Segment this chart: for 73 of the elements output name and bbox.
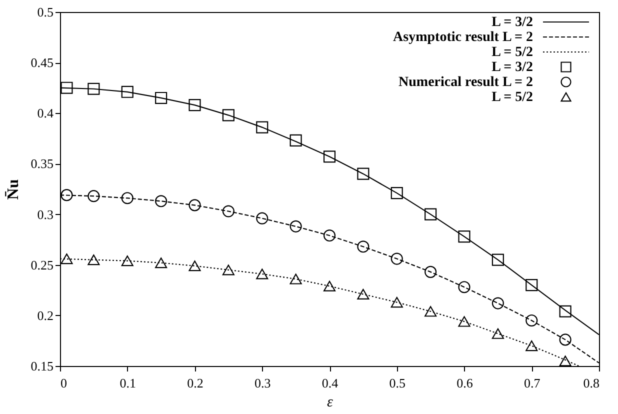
legend-label: L = 5/2 (492, 90, 533, 105)
legend-label: L = 3/2 (492, 60, 533, 75)
point (222, 205, 234, 218)
point (88, 190, 100, 202)
point (559, 356, 572, 366)
y-tick-label: 0.3 (37, 206, 54, 222)
point (121, 192, 134, 204)
point (323, 150, 336, 163)
y-tick-label: 0.4 (37, 106, 54, 121)
point (290, 134, 302, 146)
x-tick-label: 0.3 (254, 376, 271, 390)
x-tick-label: 0.6 (456, 376, 474, 390)
point (188, 99, 201, 112)
x-tick-label: 0.8 (583, 376, 600, 390)
point (390, 252, 403, 265)
point (390, 296, 403, 308)
point (390, 187, 403, 200)
y-tick-label: 0.45 (30, 55, 54, 70)
point (559, 305, 572, 318)
legend-label: Numerical result L = 2 (398, 75, 533, 90)
point (526, 340, 538, 352)
point (290, 220, 302, 232)
x-tick-label: 0.5 (389, 376, 406, 390)
point (357, 240, 370, 253)
x-tick-label: 0.7 (524, 376, 541, 390)
point (121, 256, 134, 266)
y-axis-title: N̄u (4, 179, 22, 200)
point (458, 230, 470, 243)
point (323, 280, 336, 292)
point (155, 195, 168, 208)
point (121, 86, 134, 98)
point (458, 281, 470, 294)
x-tick-label: 0.2 (187, 376, 204, 390)
point (290, 274, 302, 284)
legend-label: Asymptotic result L = 2 (393, 30, 533, 45)
point (424, 266, 437, 278)
y-tick-label: 0.5 (37, 4, 54, 20)
y-tick-label: 0.25 (30, 257, 54, 272)
point (526, 314, 538, 326)
x-tick-label: 0.4 (322, 376, 339, 390)
point (188, 260, 201, 272)
point (60, 189, 73, 202)
point (424, 208, 437, 220)
point (458, 316, 470, 327)
point (357, 168, 370, 180)
point (188, 199, 201, 212)
point (492, 254, 504, 266)
legend-label: L = 3/2 (492, 15, 533, 30)
point (323, 230, 336, 242)
point (559, 334, 572, 346)
point (155, 92, 168, 104)
point (88, 82, 100, 95)
x-tick-label: 0 (60, 376, 67, 390)
point (492, 297, 504, 310)
y-tick-label: 0.2 (37, 308, 54, 323)
y-tick-label: 0.35 (30, 156, 54, 172)
x-axis-title: ε (327, 394, 334, 410)
y-tick-label: 0.15 (30, 358, 54, 374)
point (222, 264, 234, 276)
point (492, 328, 504, 339)
x-tick-label: 0.1 (120, 376, 136, 390)
point (88, 254, 100, 266)
point (526, 279, 538, 292)
point (256, 121, 268, 134)
point (256, 212, 268, 224)
point (256, 268, 268, 280)
point (357, 288, 370, 300)
legend-label: L = 5/2 (492, 45, 533, 60)
point (424, 306, 437, 317)
point (60, 82, 73, 94)
point (60, 253, 73, 264)
point (222, 109, 234, 122)
point (155, 258, 168, 268)
